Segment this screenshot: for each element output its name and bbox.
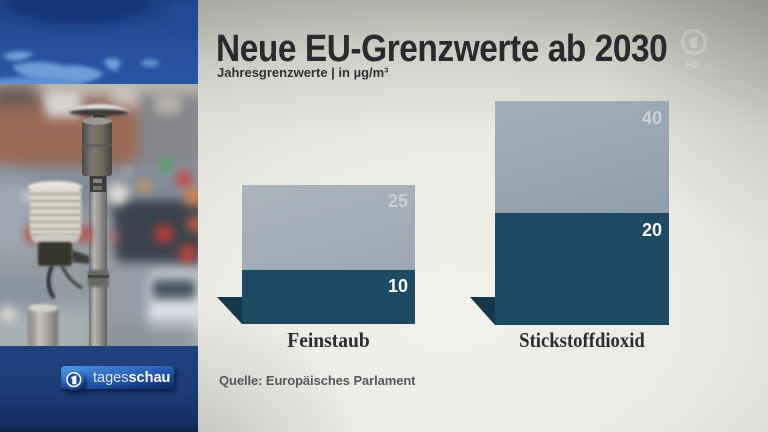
- svg-text:HD: HD: [686, 60, 700, 71]
